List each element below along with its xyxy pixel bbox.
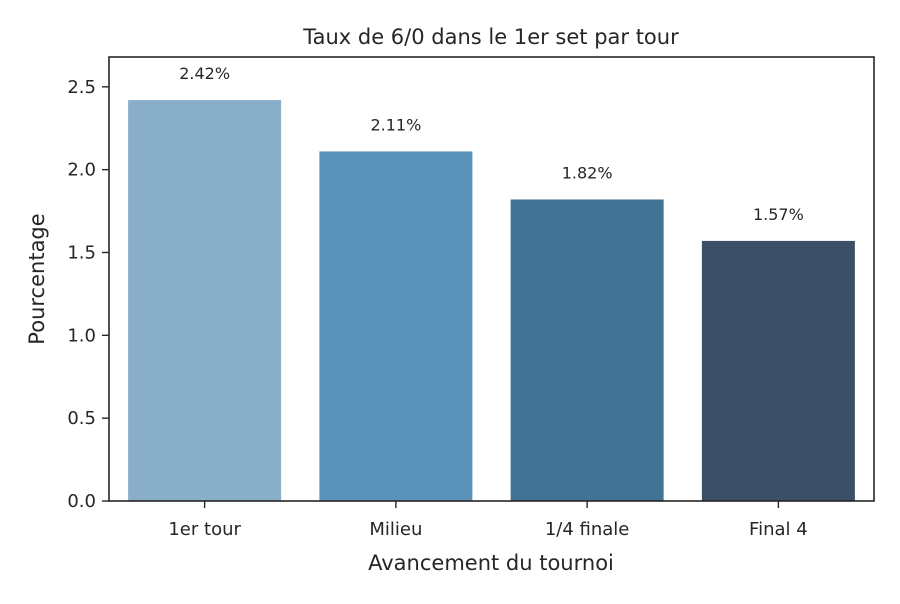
y-tick-label-1: 0.5 — [67, 408, 96, 429]
x-tick-label-3: Final 4 — [749, 519, 808, 540]
y-axis-label: Pourcentage — [25, 213, 49, 344]
bars-group — [128, 100, 855, 502]
data-label-1: 2.11% — [370, 115, 421, 134]
data-label-3: 1.57% — [753, 205, 804, 224]
y-tick-label-0: 0.0 — [67, 491, 96, 512]
y-axis: 0.0 0.5 1.0 1.5 2.0 2.5 — [67, 77, 109, 512]
data-label-0: 2.42% — [179, 64, 230, 83]
bar-2 — [510, 199, 664, 502]
bar-0 — [128, 100, 282, 501]
data-labels-group: 2.42% 2.11% 1.82% 1.57% — [179, 64, 804, 224]
y-tick-label-5: 2.5 — [67, 77, 96, 98]
bar-1 — [319, 151, 473, 501]
x-axis-label: Avancement du tournoi — [368, 551, 614, 575]
data-label-2: 1.82% — [562, 163, 613, 182]
x-tick-label-1: Milieu — [369, 519, 422, 540]
x-axis: 1er tour Milieu 1/4 finale Final 4 — [168, 501, 808, 540]
bar-3 — [701, 240, 855, 501]
y-tick-label-4: 2.0 — [67, 160, 96, 181]
chart-title: Taux de 6/0 dans le 1er set par tour — [302, 25, 679, 49]
y-tick-label-2: 1.0 — [67, 325, 96, 346]
plot-frame — [108, 56, 875, 502]
y-tick-label-3: 1.5 — [67, 242, 96, 263]
x-tick-label-0: 1er tour — [168, 519, 241, 540]
x-tick-label-2: 1/4 finale — [545, 519, 630, 540]
